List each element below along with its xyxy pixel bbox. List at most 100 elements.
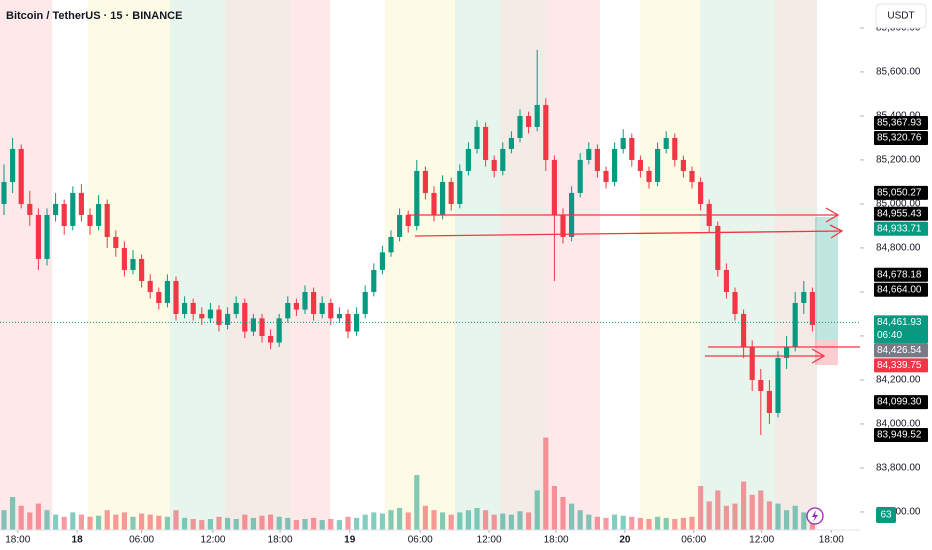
price-label-box [874, 267, 928, 282]
candle-body [130, 258, 136, 270]
candle-body [629, 137, 635, 160]
candle-body [526, 115, 532, 127]
volume-bar [87, 516, 93, 530]
candle-body [233, 302, 239, 314]
volume-bar [199, 520, 205, 530]
volume-bar [431, 510, 437, 530]
candle-body [586, 148, 592, 160]
candle-body [672, 137, 678, 160]
candle-body [225, 313, 231, 325]
volume-bar [603, 517, 609, 530]
volume-bar [500, 513, 506, 530]
volume-bar [680, 517, 686, 530]
candle-body [328, 302, 334, 319]
x-tick-label: 18 [72, 535, 84, 546]
price-label: 83,949.52 [877, 430, 922, 441]
volume-bar [268, 514, 274, 530]
price-label: 84,339.75 [877, 360, 922, 371]
session-band [0, 0, 52, 530]
volume-bar [70, 512, 76, 530]
volume-bar [672, 519, 678, 530]
candle-body [474, 126, 480, 149]
price-label-box [874, 358, 928, 373]
candle-body [603, 170, 609, 182]
session-band [385, 0, 455, 530]
price-label-box [874, 221, 928, 236]
currency-button[interactable] [875, 3, 927, 29]
candle-body [517, 115, 523, 138]
volume-bar [784, 510, 790, 530]
candle-body [723, 269, 729, 292]
session-band [500, 0, 545, 530]
candle-body [457, 170, 463, 204]
volume-label: 63 [880, 510, 892, 521]
candle-body [61, 203, 67, 226]
arrow-head [811, 348, 826, 364]
volume-bar [345, 516, 351, 530]
x-tick-label: 18:00 [544, 535, 569, 546]
candle-body [53, 203, 59, 215]
candle-body [207, 309, 213, 319]
volume-bar [276, 516, 282, 530]
candle-body [405, 214, 411, 226]
candle-body [612, 148, 618, 182]
session-band [640, 0, 700, 530]
candle-body [577, 159, 583, 193]
volume-bar [379, 513, 385, 530]
candle-body [293, 302, 299, 310]
candle-body [285, 302, 291, 319]
x-tick-label: 06:00 [129, 535, 154, 546]
volume-bar [508, 514, 514, 530]
volume-bar [53, 514, 59, 530]
candle-body [242, 302, 248, 332]
candle-body [551, 159, 557, 215]
candle-body [302, 291, 308, 310]
volume-bar [61, 516, 67, 530]
price-label-box [874, 395, 928, 410]
candle-body [698, 181, 704, 204]
candle-body [465, 148, 471, 171]
x-tick-label: 06:00 [408, 535, 433, 546]
volume-bar [233, 519, 239, 530]
volume-bar [18, 505, 24, 530]
lightning-glyph [812, 510, 818, 522]
candle-body [414, 170, 420, 226]
volume-bar [732, 503, 738, 530]
candle-body [250, 318, 256, 332]
volume-bar [594, 516, 600, 530]
candle-body [448, 181, 454, 204]
volume-bar [1, 510, 7, 530]
y-tick-label: 84,000.00 [876, 419, 921, 430]
candle-body [121, 247, 127, 270]
price-label-box [874, 185, 928, 200]
volume-bar [586, 514, 592, 530]
candle-body [620, 137, 626, 149]
volume-bar [543, 437, 549, 530]
candle-body [78, 192, 84, 215]
x-tick-label: 12:00 [749, 535, 774, 546]
volume-bar [655, 516, 661, 530]
volume-bar [190, 519, 196, 530]
price-label: 85,320.76 [877, 133, 922, 144]
candle-body [534, 104, 540, 127]
candle-body [199, 313, 205, 319]
price-label-box [874, 315, 928, 344]
volume-bar [216, 516, 222, 530]
price-label: 84,461.93 [877, 317, 922, 328]
arrow-head [829, 224, 844, 239]
volume-bar [354, 517, 360, 530]
candle-body [431, 192, 437, 215]
price-label-box [874, 282, 928, 297]
candle-body [766, 390, 772, 413]
candle-body [27, 203, 33, 215]
plot [0, 49, 860, 530]
candle-body [156, 291, 162, 303]
volume-bar [78, 514, 84, 530]
candle-body [113, 236, 119, 248]
volume-bar [405, 512, 411, 530]
candle-body [784, 346, 790, 358]
candle-body [173, 280, 179, 314]
price-label-box [874, 428, 928, 443]
candle-body [715, 225, 721, 270]
